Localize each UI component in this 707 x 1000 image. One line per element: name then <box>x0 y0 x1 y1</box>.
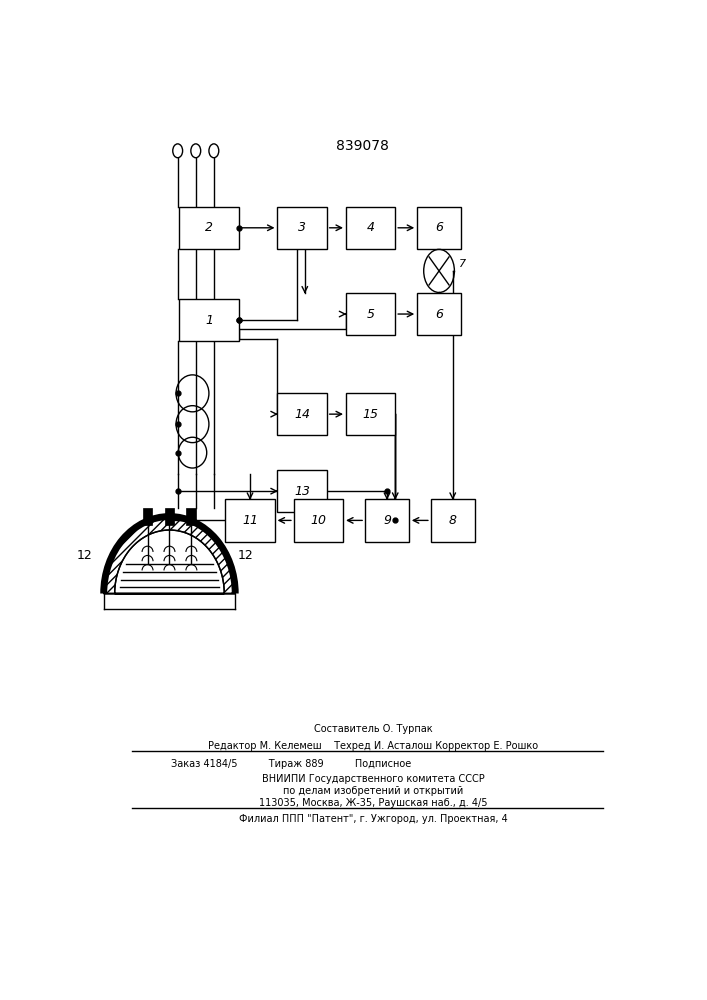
Text: 839078: 839078 <box>336 139 389 153</box>
Text: Составитель О. Турпак: Составитель О. Турпак <box>314 724 433 734</box>
Text: 8: 8 <box>449 514 457 527</box>
Text: 7: 7 <box>459 259 466 269</box>
Text: 4: 4 <box>366 221 375 234</box>
Bar <box>417 207 461 249</box>
Bar <box>346 207 395 249</box>
Bar <box>431 499 474 542</box>
Bar <box>277 207 327 249</box>
Text: 6: 6 <box>435 308 443 321</box>
Text: 10: 10 <box>310 514 327 527</box>
Text: 14: 14 <box>294 408 310 421</box>
Polygon shape <box>104 517 235 594</box>
Text: 9: 9 <box>383 514 391 527</box>
Text: 2: 2 <box>205 221 213 234</box>
Text: 12: 12 <box>238 549 253 562</box>
Text: 13: 13 <box>294 485 310 498</box>
Bar <box>346 293 395 335</box>
Bar <box>365 499 409 542</box>
Text: Филиал ППП "Патент", г. Ужгород, ул. Проектная, 4: Филиал ППП "Патент", г. Ужгород, ул. Про… <box>239 814 508 824</box>
Bar <box>417 293 461 335</box>
Bar <box>277 393 327 435</box>
Bar <box>277 470 327 512</box>
Text: 5: 5 <box>366 308 375 321</box>
Text: 1: 1 <box>205 314 213 327</box>
Text: по делам изобретений и открытий: по делам изобретений и открытий <box>284 786 463 796</box>
Bar <box>179 207 239 249</box>
Bar <box>346 393 395 435</box>
Text: 15: 15 <box>363 408 378 421</box>
Bar <box>226 499 275 542</box>
Bar <box>187 508 197 525</box>
Text: 113035, Москва, Ж-35, Раушская наб., д. 4/5: 113035, Москва, Ж-35, Раушская наб., д. … <box>259 798 488 808</box>
Text: 3: 3 <box>298 221 306 234</box>
Text: 11: 11 <box>242 514 258 527</box>
Bar <box>294 499 343 542</box>
Bar <box>179 299 239 341</box>
Text: Редактор М. Келемеш    Техред И. Асталош Корректор Е. Рошко: Редактор М. Келемеш Техред И. Асталош Ко… <box>209 741 538 751</box>
Text: 6: 6 <box>435 221 443 234</box>
Bar <box>143 508 153 525</box>
Bar <box>165 508 175 525</box>
Text: Заказ 4184/5          Тираж 889          Подписное: Заказ 4184/5 Тираж 889 Подписное <box>170 759 411 769</box>
Text: ВНИИПИ Государственного комитета СССР: ВНИИПИ Государственного комитета СССР <box>262 774 485 784</box>
Text: 12: 12 <box>76 549 93 562</box>
